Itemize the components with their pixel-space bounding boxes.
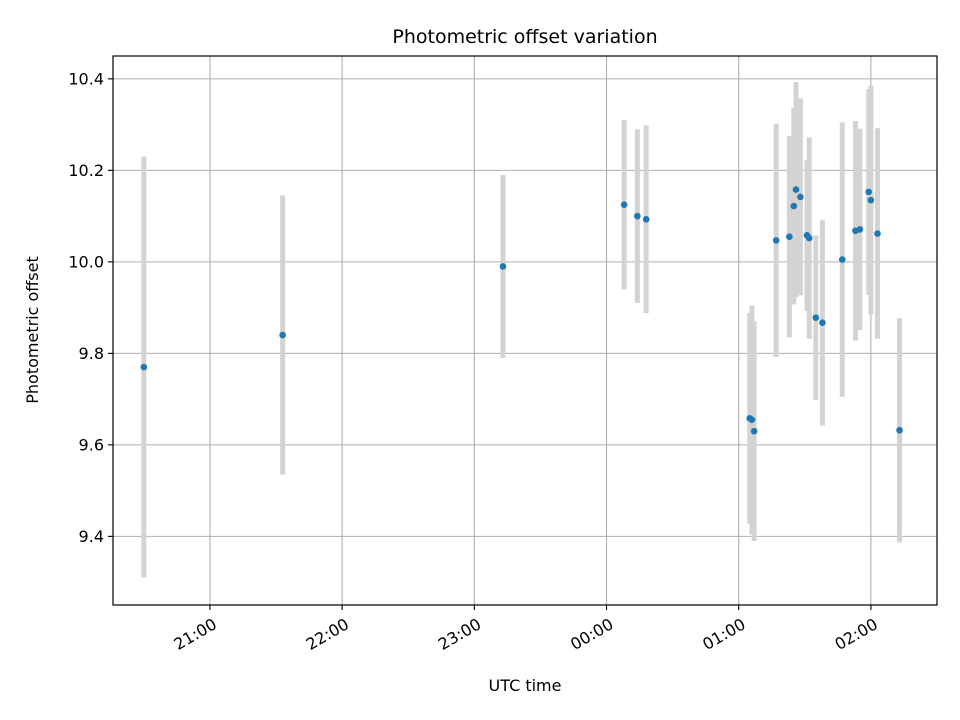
y-tick-label: 10.4	[68, 69, 104, 88]
point-layer	[140, 186, 903, 435]
y-tick-label: 9.8	[79, 344, 104, 363]
data-point	[792, 186, 800, 193]
data-point	[874, 230, 881, 237]
data-point	[748, 416, 756, 424]
data-point	[797, 193, 804, 201]
data-point	[838, 256, 846, 263]
data-point	[805, 234, 813, 242]
data-point	[279, 331, 286, 339]
y-tick-label: 9.6	[79, 435, 104, 454]
data-point	[750, 427, 758, 435]
data-point	[634, 212, 641, 220]
data-point	[620, 201, 628, 208]
y-tick-label: 9.4	[79, 527, 104, 546]
y-tick-label: 10.2	[68, 161, 104, 180]
data-point	[812, 314, 820, 321]
data-point	[896, 426, 903, 434]
data-point	[499, 263, 507, 270]
data-point	[790, 202, 798, 210]
data-point	[642, 216, 650, 223]
plot-frame	[112, 55, 938, 606]
data-point	[819, 319, 826, 327]
y-tick-label: 10.0	[68, 252, 104, 271]
y-axis-label: Photometric offset	[23, 256, 42, 404]
data-point	[786, 233, 793, 241]
data-point	[140, 363, 148, 371]
data-point	[867, 196, 875, 204]
x-axis-label: UTC time	[489, 676, 562, 695]
data-point	[856, 226, 864, 233]
data-point	[865, 188, 873, 196]
data-point	[772, 237, 780, 244]
chart-title: Photometric offset variation	[392, 26, 657, 48]
